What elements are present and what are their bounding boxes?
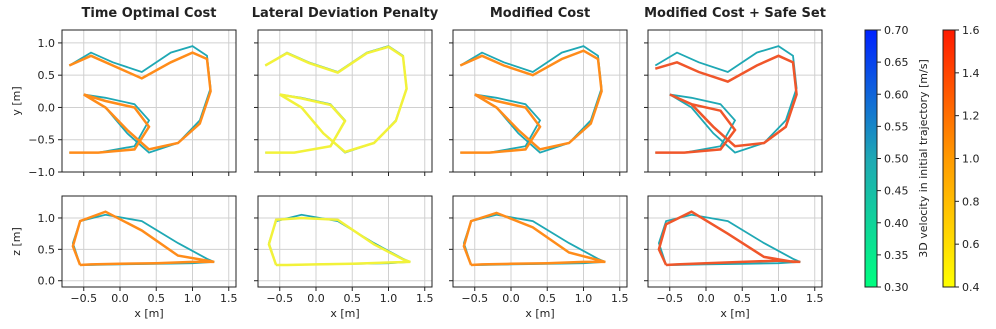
x-axis-label: x [m] (134, 307, 163, 320)
colorbar-tick-label: 1.2 (962, 110, 980, 123)
trajectory (267, 216, 411, 267)
plot-area (648, 30, 822, 172)
colorbar (942, 29, 956, 288)
x-tick-label: 0.5 (344, 292, 362, 305)
x-tick-label: 0.0 (111, 292, 129, 305)
trajectory (68, 45, 212, 154)
y-tick-label: 0.0 (38, 101, 56, 114)
colorbar-tick-label: 0.60 (884, 88, 909, 101)
colorbar-tick-label: 0.55 (884, 120, 909, 133)
x-tick-label: 0.0 (307, 292, 325, 305)
y-tick-label: 0.5 (38, 69, 56, 82)
subplot-title: Lateral Deviation Penalty (252, 6, 439, 21)
plot-frame (452, 195, 628, 288)
y-axis-label: z [m] (10, 227, 23, 256)
trajectory (459, 45, 603, 154)
colorbar-tick-label: 0.65 (884, 56, 909, 69)
plot-frame (647, 29, 823, 173)
colorbar-tick-label: 0.40 (884, 217, 909, 230)
x-tick-label: 0.5 (734, 292, 752, 305)
plot-frame (647, 195, 823, 288)
subplot-title: Time Optimal Cost (82, 6, 217, 21)
plot-frame (257, 29, 433, 173)
x-axis-label: x [m] (720, 307, 749, 320)
x-tick-label: 1.0 (380, 292, 398, 305)
trajectory (71, 210, 215, 267)
plot-area (453, 30, 627, 172)
colorbar-tick-label: 0.4 (962, 281, 980, 294)
colorbar-tick-label: 0.45 (884, 185, 909, 198)
trajectory (657, 210, 801, 267)
x-tick-label: 1.5 (806, 292, 824, 305)
colorbar-tick-label: 0.30 (884, 281, 909, 294)
plot-frame (61, 29, 237, 173)
subplot-title: Modified Cost (490, 6, 590, 21)
plot-area (648, 196, 822, 287)
colorbar-tick-label: 1.6 (962, 24, 980, 37)
colorbar-tick-label: 0.6 (962, 238, 980, 251)
colorbar-tick-label: 0.70 (884, 24, 909, 37)
x-tick-label: 1.5 (220, 292, 238, 305)
colorbar-tick-label: 0.8 (962, 195, 980, 208)
x-tick-label: −0.5 (461, 292, 488, 305)
plot-frame (452, 29, 628, 173)
x-tick-label: −0.5 (266, 292, 293, 305)
x-tick-label: −0.5 (656, 292, 683, 305)
colorbar-tick-label: 0.35 (884, 249, 909, 262)
plot-frame (257, 195, 433, 288)
plot-area (258, 196, 432, 287)
y-axis-label: y [m] (10, 86, 23, 115)
y-tick-label: −1.0 (28, 166, 55, 179)
subplot-title: Modified Cost + Safe Set (644, 6, 826, 21)
plot-frame (61, 195, 237, 288)
colorbar-label: 3D velocity in initial trajectory [m/s] (917, 59, 930, 257)
plot-area (62, 196, 236, 287)
x-tick-label: 1.0 (575, 292, 593, 305)
x-axis-label: x [m] (330, 307, 359, 320)
x-tick-label: 1.0 (184, 292, 202, 305)
x-tick-label: 0.5 (539, 292, 557, 305)
trajectory (459, 49, 603, 154)
x-tick-label: 1.5 (416, 292, 434, 305)
x-tick-label: 0.0 (502, 292, 520, 305)
y-tick-label: 0.0 (38, 275, 56, 288)
x-axis-label: x [m] (525, 307, 554, 320)
trajectory (654, 45, 798, 154)
x-tick-label: 1.0 (770, 292, 788, 305)
colorbar-tick-label: 1.4 (962, 67, 980, 80)
y-tick-label: 0.5 (38, 243, 56, 256)
colorbar (864, 29, 878, 288)
plot-area (453, 196, 627, 287)
trajectory (264, 45, 408, 154)
trajectory (68, 51, 212, 154)
x-tick-label: 0.0 (697, 292, 715, 305)
x-tick-label: −0.5 (70, 292, 97, 305)
x-tick-label: 1.5 (611, 292, 629, 305)
trajectory (462, 211, 606, 267)
plot-area (62, 30, 236, 172)
x-tick-label: 0.5 (148, 292, 166, 305)
trajectory (654, 54, 798, 154)
colorbar-tick-label: 1.0 (962, 153, 980, 166)
y-tick-label: 1.0 (38, 37, 56, 50)
colorbar-tick-label: 0.50 (884, 153, 909, 166)
y-tick-label: 1.0 (38, 212, 56, 225)
y-tick-label: −0.5 (28, 134, 55, 147)
